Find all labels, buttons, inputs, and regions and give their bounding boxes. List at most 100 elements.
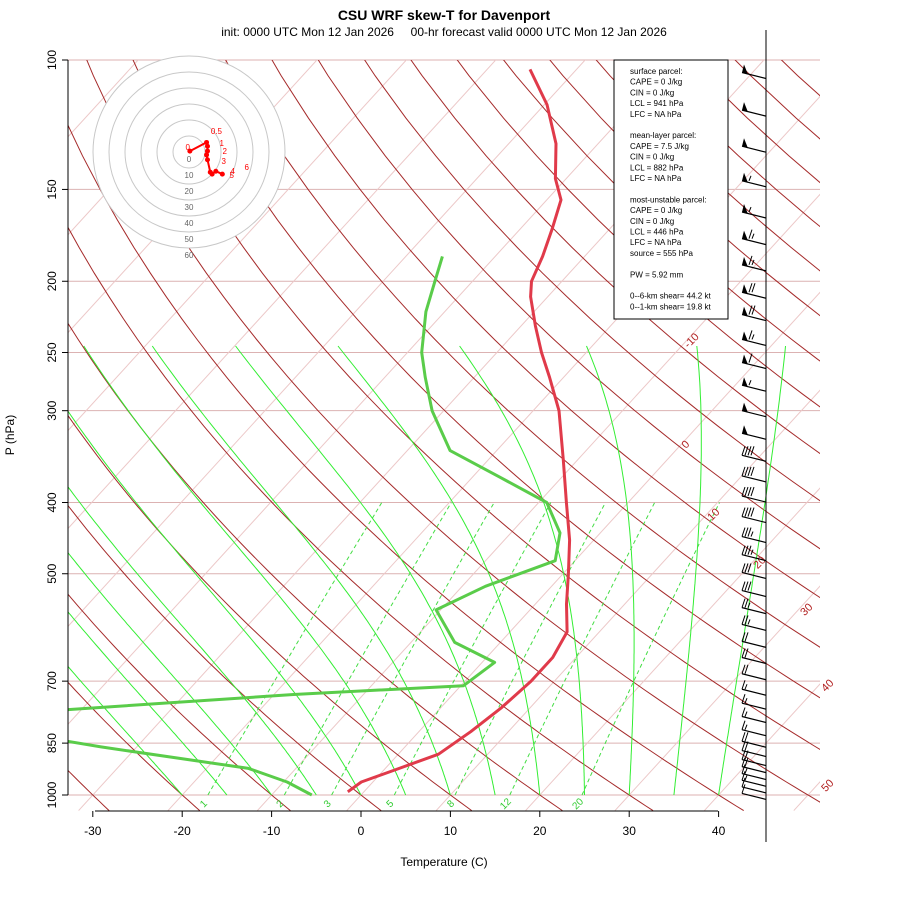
hodograph-height-label: 6 <box>245 163 250 172</box>
y-tick-label: 500 <box>45 563 59 583</box>
wind-barb-full <box>741 563 746 573</box>
wind-barb <box>741 466 767 483</box>
dry-adiabat-lines <box>68 60 820 811</box>
moist-adiabat <box>68 611 228 796</box>
wind-barb-full <box>741 466 746 477</box>
mixing-ratio-line <box>283 502 452 796</box>
isotherm-label: 30 <box>798 601 815 618</box>
wind-barb-full <box>750 466 755 477</box>
wind-barb <box>741 615 767 631</box>
dry-adiabat <box>178 60 820 699</box>
stats-line: CAPE = 7.5 J/kg <box>630 142 689 151</box>
moist-adiabat <box>68 551 272 796</box>
wind-barb-shaft <box>741 515 767 524</box>
moist-adiabat <box>68 486 317 796</box>
wind-barb-shaft <box>741 772 767 781</box>
isotherm <box>68 60 676 726</box>
wind-barb-shaft <box>741 792 767 800</box>
wind-barb-full <box>741 764 746 774</box>
wind-barb-full <box>747 466 752 477</box>
wind-barb-full <box>748 229 753 239</box>
wind-barb <box>741 784 767 800</box>
wind-barb-shaft <box>741 759 767 767</box>
isotherm <box>68 60 586 628</box>
wind-barb <box>741 229 767 246</box>
hodograph-ring-label: 20 <box>185 187 194 196</box>
dry-adiabat <box>68 504 382 811</box>
stats-line: surface parcel: <box>630 67 682 76</box>
wind-barb-pennant <box>742 354 748 365</box>
wind-barb-full <box>744 757 749 767</box>
mixing-ratio-label: 20 <box>570 796 586 812</box>
hodograph-ring-label: 0 <box>187 155 192 164</box>
wind-barb-shaft <box>741 656 767 665</box>
wind-barb-shaft <box>741 673 767 681</box>
stats-line: LFC = NA hPa <box>630 174 682 183</box>
wind-barb <box>741 64 767 80</box>
wind-barb-pennant <box>742 64 748 75</box>
wind-barb-pennant <box>742 102 748 113</box>
hodograph-point <box>187 148 193 154</box>
dry-adiabat <box>734 60 820 140</box>
wind-barb-full <box>741 771 746 781</box>
wind-barb-half <box>751 334 755 340</box>
moist-adiabat <box>459 345 585 795</box>
x-tick-label: 30 <box>623 824 637 838</box>
wind-barb-shaft <box>741 607 767 615</box>
wind-barb-half <box>751 259 755 266</box>
mixing-ratio-label: 1 <box>198 798 210 810</box>
mixing-ratio-label: 12 <box>498 796 514 812</box>
x-tick-label: 20 <box>533 824 547 838</box>
wind-barb <box>741 527 767 544</box>
isotherm <box>346 291 820 811</box>
wind-barb-half <box>750 549 754 555</box>
wind-barb-pennant <box>742 425 748 436</box>
wind-barb <box>741 764 767 781</box>
wind-barb-full <box>741 581 746 591</box>
stats-line: 0--1-km shear= 19.8 kt <box>630 302 711 311</box>
wind-barb-half <box>747 602 751 608</box>
x-tick-label: -30 <box>84 824 102 838</box>
wind-barb-full <box>748 353 753 363</box>
wind-barb-half <box>748 380 752 386</box>
isotherm <box>704 683 820 811</box>
hodograph-ring <box>108 71 270 233</box>
wind-barb-pennant <box>742 138 748 149</box>
hodograph-ring-label: 50 <box>185 235 194 244</box>
wind-barb-pennant <box>742 284 748 295</box>
y-tick-label: 700 <box>45 671 59 691</box>
hodograph-ring <box>172 135 206 169</box>
wind-barb <box>741 720 767 737</box>
hodograph-point <box>219 171 225 177</box>
dry-adiabat <box>68 593 291 811</box>
isotherm <box>167 95 820 811</box>
hodograph-height-label: 2 <box>223 147 228 156</box>
wind-barb-full <box>741 446 746 456</box>
wind-barb <box>741 102 767 117</box>
dry-adiabat <box>410 60 820 455</box>
y-tick-label: 250 <box>45 342 59 362</box>
wind-barb-full <box>744 632 749 642</box>
hodograph-ring <box>124 87 254 217</box>
wind-barb-full <box>747 563 752 573</box>
wind-barb-full <box>741 757 746 767</box>
wind-barb <box>741 255 767 272</box>
wind-barb <box>741 545 767 562</box>
wind-barb-full <box>748 330 753 340</box>
mixing-ratio-line <box>509 502 656 796</box>
wind-barbs <box>741 64 767 800</box>
wind-barb-shaft <box>741 715 767 724</box>
wind-barb-full <box>741 598 746 608</box>
wind-barb <box>741 741 767 758</box>
wind-barb <box>741 598 767 615</box>
hodograph-ring-label: 10 <box>185 171 194 180</box>
stats-line: LCL = 882 hPa <box>630 163 684 172</box>
dry-adiabat <box>68 414 472 811</box>
wind-barb <box>741 425 767 440</box>
hodograph-ring-label: 40 <box>185 219 194 228</box>
wind-barb-half <box>751 233 755 239</box>
hodograph-point <box>204 148 210 154</box>
stats-line: CIN = 0 J/kg <box>630 153 674 162</box>
isotherm <box>68 60 407 432</box>
wind-barb <box>741 402 767 418</box>
